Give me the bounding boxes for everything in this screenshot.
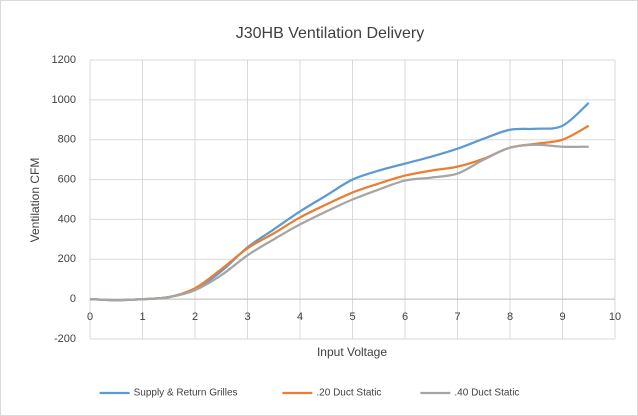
legend-label: Supply & Return Grilles — [134, 388, 238, 399]
y-tick-label: 800 — [58, 134, 76, 146]
legend-label: .40 Duct Static — [454, 388, 519, 399]
chart-title: J30HB Ventilation Delivery — [236, 25, 425, 42]
x-tick-label: 7 — [454, 311, 460, 323]
y-tick-label: 200 — [58, 253, 76, 265]
x-tick-label: 5 — [349, 311, 355, 323]
legend-label: .20 Duct Static — [316, 388, 381, 399]
x-tick-label: 0 — [87, 311, 93, 323]
y-tick-label: 600 — [58, 173, 76, 185]
y-tick-label: 0 — [70, 293, 76, 305]
x-tick-label: 6 — [402, 311, 408, 323]
x-tick-label: 4 — [297, 311, 303, 323]
y-tick-label: -200 — [54, 333, 76, 345]
line-series — [89, 143, 589, 302]
y-axis-label: Ventilation CFM — [28, 158, 42, 243]
x-tick-label: 2 — [192, 311, 198, 323]
x-tick-label: 3 — [244, 311, 250, 323]
x-tick-label: 8 — [507, 311, 513, 323]
y-tick-label: 400 — [58, 213, 76, 225]
y-tick-label: 1200 — [52, 54, 76, 66]
y-tick-label: 1000 — [52, 94, 76, 106]
x-axis-label: Input Voltage — [317, 345, 387, 359]
x-tick-label: 1 — [139, 311, 145, 323]
x-tick-label: 10 — [609, 311, 621, 323]
x-tick-label: 9 — [559, 311, 565, 323]
